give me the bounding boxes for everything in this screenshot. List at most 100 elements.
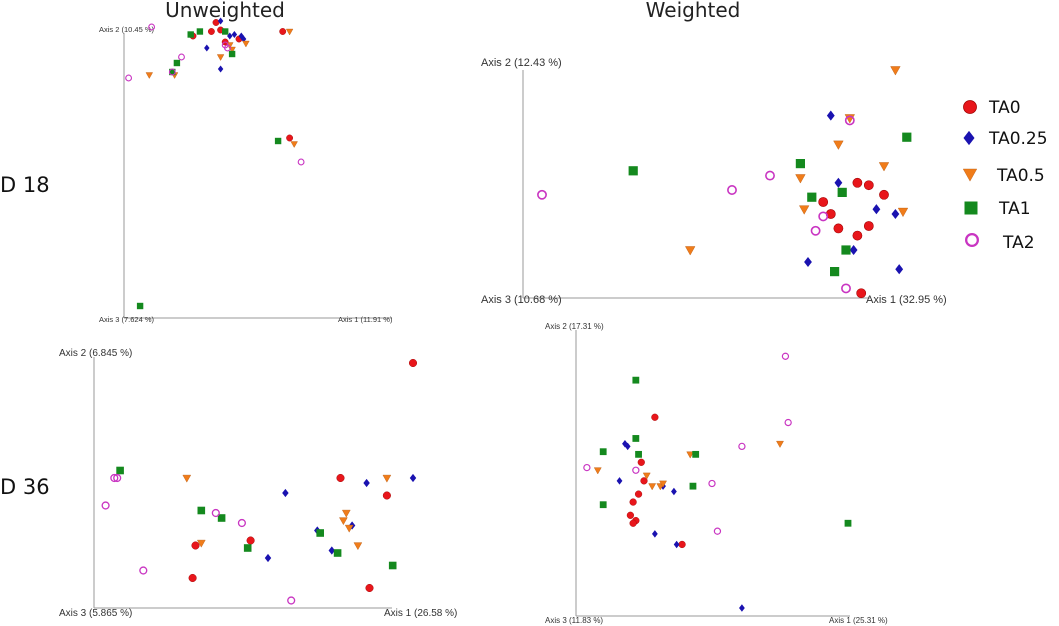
axis-1-label: Axis 1 (26.58 %) [384, 608, 457, 619]
point-ta0-25 [282, 488, 289, 498]
point-ta0-25 [238, 32, 245, 40]
point-ta2 [110, 473, 119, 483]
point-ta0-5 [285, 28, 294, 36]
point-ta1 [388, 561, 397, 570]
point-ta0-25 [227, 32, 233, 40]
point-ta2 [287, 596, 296, 605]
point-ta0 [852, 230, 863, 241]
point-ta0 [818, 197, 829, 207]
point-ta0 [833, 223, 844, 234]
point-ta0-5 [776, 440, 784, 448]
point-ta2 [178, 53, 185, 61]
marks [125, 17, 305, 310]
point-ta0-25 [240, 35, 247, 43]
point-ta0-25 [622, 440, 628, 448]
point-ta0 [852, 177, 863, 188]
axis-2-label: Axis 2 (10.45 %) [99, 25, 155, 34]
point-ta1 [795, 159, 805, 169]
point-ta0-25 [826, 110, 835, 121]
point-ta0-5 [642, 472, 651, 480]
point-ta1 [222, 28, 229, 35]
point-ta0 [626, 511, 635, 519]
point-ta0-5 [353, 542, 363, 551]
marks [101, 358, 418, 605]
legend-label-ta2: TA2 [1002, 233, 1035, 253]
point-ta0 [678, 540, 686, 549]
col-title-unweighted: Unweighted [165, 0, 285, 22]
point-ta0-25 [895, 264, 904, 275]
point-ta1 [169, 68, 176, 76]
point-ta0-5 [897, 207, 909, 218]
point-ta2 [148, 23, 156, 31]
point-ta0 [365, 583, 374, 593]
point-ta1 [599, 501, 607, 509]
point-ta0-25 [891, 208, 900, 220]
point-ta0-5 [196, 539, 206, 548]
point-ta1 [830, 267, 840, 277]
plot-unweighted-d18: Axis 2 (10.45 %) Axis 3 (7.624 %) Axis 1… [99, 17, 393, 324]
plot-weighted-d18: Axis 2 (12.43 %) Axis 3 (10.68 %) Axis 1… [481, 57, 947, 306]
point-ta0 [637, 458, 645, 466]
point-ta0-5 [344, 524, 354, 533]
point-ta1 [689, 482, 697, 490]
point-ta1 [228, 50, 236, 58]
point-ta1 [217, 514, 226, 522]
point-ta1 [274, 137, 282, 145]
point-ta0 [651, 413, 659, 421]
point-ta2 [632, 466, 640, 474]
point-ta0-5 [686, 451, 695, 459]
point-ta0 [634, 490, 643, 498]
point-ta0 [408, 358, 418, 368]
point-ta1 [692, 450, 700, 458]
point-ta0 [191, 541, 200, 550]
point-ta0-25 [409, 473, 417, 483]
point-ta0-5 [242, 40, 250, 48]
point-ta0 [629, 498, 637, 506]
point-ta0-25 [834, 177, 843, 188]
point-ta0-5 [890, 66, 901, 76]
legend-marker-ta1 [964, 201, 978, 215]
legend-label-ta0-5: TA0.5 [996, 166, 1045, 186]
point-ta2 [168, 68, 176, 76]
plot-unweighted-d36: Axis 2 (6.845 %) Axis 3 (5.865 %) Axis 1… [59, 348, 457, 619]
point-ta0-5 [685, 246, 696, 256]
point-ta1 [333, 549, 342, 557]
point-ta2 [784, 418, 792, 427]
point-ta0 [279, 28, 287, 35]
legend-marker-ta0-25 [963, 130, 975, 146]
point-ta0-5 [593, 467, 602, 475]
point-ta2 [583, 463, 591, 472]
point-ta1 [837, 187, 847, 197]
point-ta0 [336, 473, 345, 483]
axis-2-label: Axis 2 (6.845 %) [59, 348, 132, 359]
point-ta0 [879, 189, 889, 200]
point-ta1 [902, 132, 912, 142]
point-ta0-25 [671, 487, 677, 496]
point-ta1 [196, 28, 204, 35]
point-ta0-5 [290, 141, 298, 148]
point-ta0 [207, 28, 215, 35]
axis-1-label: Axis 1 (11.91 %) [338, 315, 393, 324]
row-label-d36: D 36 [0, 475, 50, 499]
point-ta2 [101, 501, 110, 510]
point-ta2 [713, 527, 722, 535]
point-ta2 [708, 479, 716, 488]
point-ta0 [286, 134, 293, 142]
point-ta0-25 [673, 540, 680, 549]
legend-label-ta1: TA1 [998, 199, 1031, 219]
point-ta0-25 [849, 244, 858, 256]
point-ta2 [211, 508, 220, 518]
axis-2-label: Axis 2 (17.31 %) [545, 322, 604, 331]
axis-3-label: Axis 3 (5.865 %) [59, 608, 132, 619]
point-ta2 [125, 74, 133, 82]
point-ta1 [844, 519, 852, 527]
point-ta1 [628, 166, 638, 176]
point-ta0-5 [216, 54, 225, 61]
point-ta0 [212, 19, 220, 26]
point-ta0-25 [739, 604, 745, 612]
marks [537, 66, 912, 299]
point-ta0 [246, 536, 255, 545]
point-ta0-25 [204, 44, 210, 52]
point-ta1 [136, 302, 144, 310]
marks [583, 352, 852, 612]
